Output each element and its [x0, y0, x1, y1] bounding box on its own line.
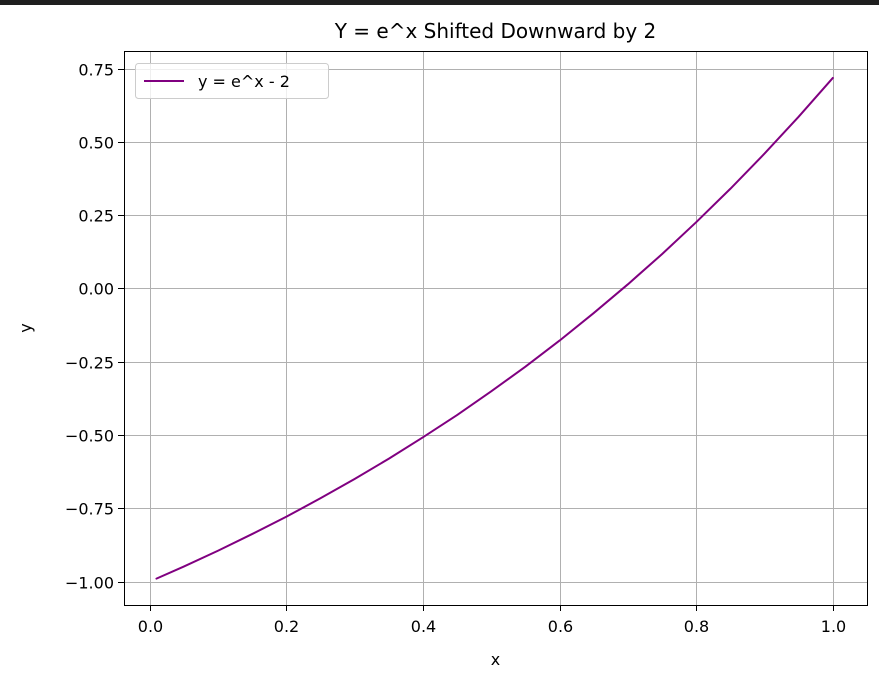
- x-tick-label: 0.0: [138, 617, 163, 636]
- legend-box: [135, 63, 329, 99]
- y-tick-label: −0.25: [65, 354, 114, 373]
- x-tick-label: 0.4: [411, 617, 436, 636]
- x-tick-label: 0.6: [548, 617, 573, 636]
- y-tick-label: 0.25: [78, 207, 114, 226]
- x-tick-label: 0.8: [684, 617, 709, 636]
- y-tick-label: −0.50: [65, 427, 114, 446]
- y-tick-label: −1.00: [65, 574, 114, 593]
- y-tick-label: 0.50: [78, 134, 114, 153]
- x-tick-label: 0.2: [274, 617, 299, 636]
- x-tick-label: 1.0: [821, 617, 846, 636]
- y-axis-title: y: [16, 323, 35, 332]
- y-tick-label: 0.75: [78, 61, 114, 80]
- plot-area-frame: [124, 51, 868, 606]
- grid-lines: [124, 51, 867, 605]
- series-layer: [155, 76, 834, 580]
- y-tick-label: 0.00: [78, 280, 114, 299]
- axis-ticks: 0.0 0.2 0.4 0.6 0.8 1.0 −1.00 −0.75 −0.50 −0.25 0.…: [65, 61, 846, 637]
- legend-label: y = e^x - 2: [198, 72, 290, 91]
- legend: y = e^x - 2: [135, 63, 329, 99]
- window-top-edge: [0, 0, 879, 5]
- chart-title: Y = e^x Shifted Downward by 2: [334, 19, 657, 43]
- x-axis-title: x: [491, 650, 500, 669]
- series-line: [155, 76, 834, 580]
- y-tick-label: −0.75: [65, 500, 114, 519]
